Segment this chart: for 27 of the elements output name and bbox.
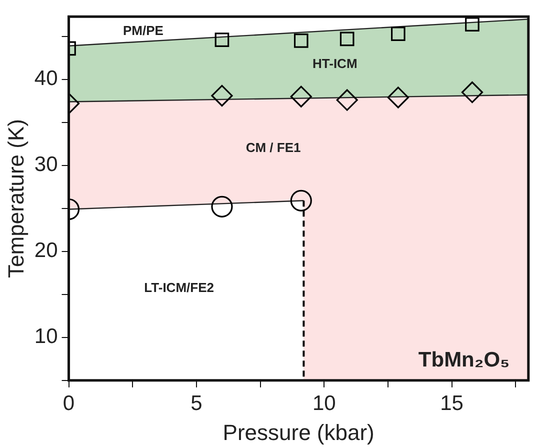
point — [465, 17, 480, 32]
annotation: HT-ICM — [312, 56, 358, 71]
point — [387, 86, 409, 108]
point — [340, 32, 354, 46]
annotation: TbMn₂O₅ — [418, 348, 510, 372]
point — [461, 81, 484, 104]
annotation: LT-ICM/FE2 — [144, 280, 214, 295]
x-tick-label: 5 — [190, 392, 202, 415]
y-tick-label: 40 — [34, 67, 58, 90]
annotation: PM/PE — [122, 23, 164, 38]
point — [391, 26, 406, 41]
point — [336, 89, 358, 111]
y-tick-label: 30 — [34, 153, 58, 176]
point — [211, 196, 233, 218]
y-axis-title: Temperature (K) — [3, 119, 28, 278]
point — [290, 190, 312, 212]
y-tick-label: 20 — [34, 239, 58, 262]
x-tick-label: 10 — [312, 392, 336, 415]
x-tick-label: 15 — [440, 392, 464, 415]
x-tick-label: 0 — [62, 392, 75, 415]
x-axis-title: Pressure (kbar) — [222, 420, 374, 445]
point — [211, 84, 233, 107]
point — [290, 86, 312, 108]
y-tick-label: 10 — [34, 325, 58, 348]
point — [214, 32, 230, 47]
annotation: CM / FE1 — [246, 140, 301, 155]
point — [294, 34, 308, 48]
